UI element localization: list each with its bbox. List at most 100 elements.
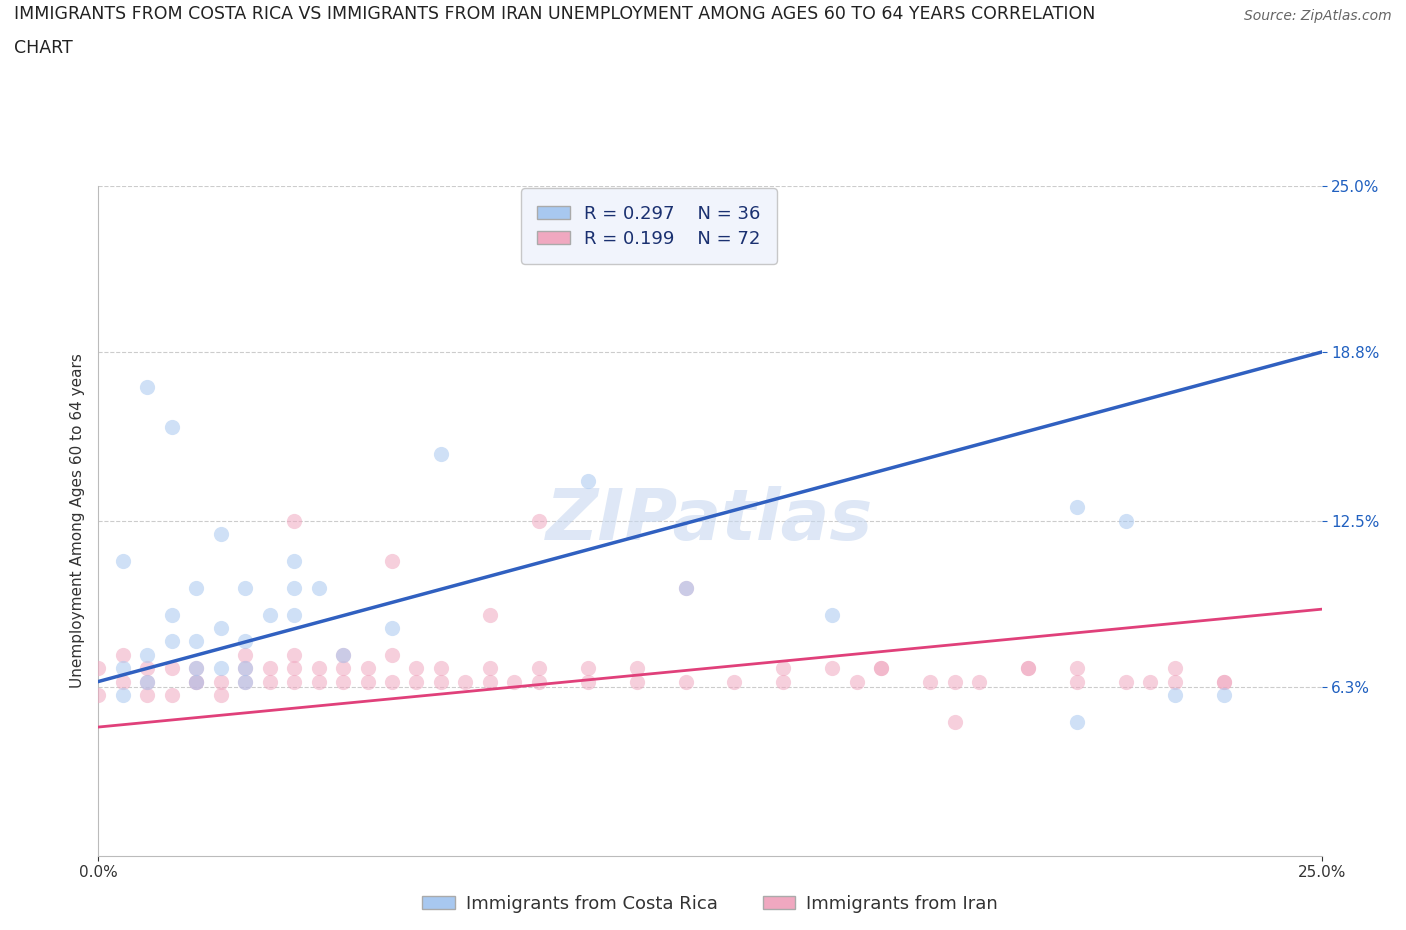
Point (1139, 674, 1161, 689)
Point (870, 660, 893, 675)
Point (136, 647, 159, 662)
Point (186, 674, 208, 689)
Point (186, 660, 208, 675)
Point (233, 674, 256, 689)
Point (1017, 660, 1039, 675)
Point (1115, 513, 1137, 528)
Point (527, 660, 550, 675)
Point (111, 674, 134, 689)
Point (111, 660, 134, 675)
Point (233, 580, 256, 595)
Point (87, 687, 110, 702)
Point (1212, 687, 1234, 702)
Point (160, 419, 183, 434)
Point (283, 553, 305, 568)
Point (283, 607, 305, 622)
Point (772, 660, 794, 675)
Point (332, 647, 354, 662)
Point (626, 660, 648, 675)
Point (675, 674, 697, 689)
Point (160, 607, 183, 622)
Point (870, 660, 893, 675)
Point (845, 674, 868, 689)
Point (332, 674, 354, 689)
Point (308, 660, 330, 675)
Point (186, 580, 208, 595)
Point (233, 674, 256, 689)
Point (283, 647, 305, 662)
Point (626, 674, 648, 689)
Point (259, 674, 281, 689)
Point (527, 674, 550, 689)
Point (283, 513, 305, 528)
Point (1066, 660, 1088, 675)
Point (160, 634, 183, 649)
Y-axis label: Unemployment Among Ages 60 to 64 years: Unemployment Among Ages 60 to 64 years (69, 353, 84, 688)
Point (478, 660, 501, 675)
Point (87, 660, 110, 675)
Point (160, 660, 183, 675)
Point (111, 687, 134, 702)
Text: ZIPatlas: ZIPatlas (547, 486, 873, 555)
Legend: Immigrants from Costa Rica, Immigrants from Iran: Immigrants from Costa Rica, Immigrants f… (415, 888, 1005, 920)
Point (233, 660, 256, 675)
Point (233, 634, 256, 649)
Point (136, 660, 159, 675)
Point (209, 660, 232, 675)
Point (259, 660, 281, 675)
Point (454, 674, 477, 689)
Point (283, 580, 305, 595)
Point (503, 674, 526, 689)
Point (160, 687, 183, 702)
Point (1066, 500, 1088, 515)
Point (478, 607, 501, 622)
Point (1164, 660, 1187, 675)
Point (356, 660, 378, 675)
Point (186, 660, 208, 675)
Point (576, 473, 599, 488)
Point (943, 674, 966, 689)
Point (209, 674, 232, 689)
Point (478, 674, 501, 689)
Point (308, 580, 330, 595)
Point (1212, 674, 1234, 689)
Point (209, 687, 232, 702)
Point (381, 553, 404, 568)
Point (136, 674, 159, 689)
Point (111, 553, 134, 568)
Point (576, 674, 599, 689)
Point (283, 674, 305, 689)
Point (527, 513, 550, 528)
Text: Source: ZipAtlas.com: Source: ZipAtlas.com (1244, 9, 1392, 23)
Point (233, 647, 256, 662)
Point (943, 714, 966, 729)
Point (920, 674, 942, 689)
Point (821, 660, 844, 675)
Point (1164, 674, 1187, 689)
Point (136, 687, 159, 702)
Point (1066, 674, 1088, 689)
Point (430, 446, 453, 461)
Point (233, 660, 256, 675)
Point (209, 620, 232, 635)
Point (136, 379, 159, 394)
Point (675, 580, 697, 595)
Point (675, 580, 697, 595)
Point (186, 674, 208, 689)
Point (405, 674, 427, 689)
Point (1164, 687, 1187, 702)
Point (1017, 660, 1039, 675)
Point (967, 674, 990, 689)
Point (111, 647, 134, 662)
Point (1212, 674, 1234, 689)
Point (356, 674, 378, 689)
Point (186, 674, 208, 689)
Text: CHART: CHART (14, 39, 73, 57)
Point (576, 660, 599, 675)
Point (405, 660, 427, 675)
Point (332, 647, 354, 662)
Text: IMMIGRANTS FROM COSTA RICA VS IMMIGRANTS FROM IRAN UNEMPLOYMENT AMONG AGES 60 TO: IMMIGRANTS FROM COSTA RICA VS IMMIGRANTS… (14, 5, 1095, 22)
Point (186, 634, 208, 649)
Point (430, 674, 453, 689)
Point (308, 674, 330, 689)
